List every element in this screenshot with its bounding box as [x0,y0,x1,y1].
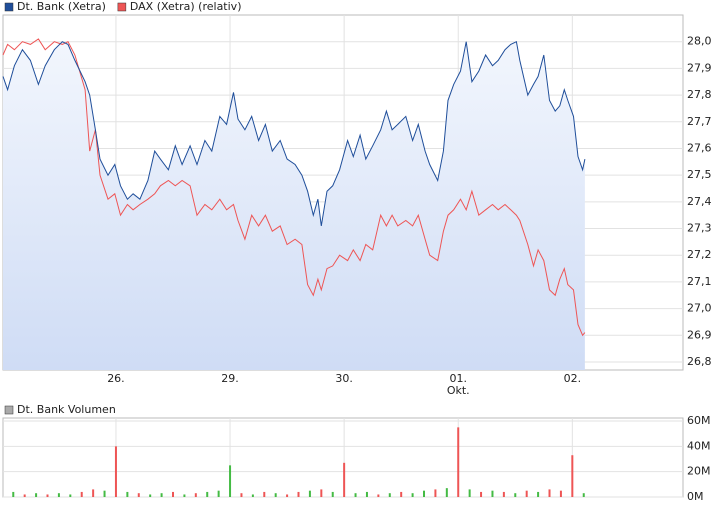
y-tick-label: 27,5 [687,168,712,181]
x-tick-label: 02. [564,372,582,385]
y-tick-label: 27,0 [687,302,712,315]
bar [92,489,95,497]
bar [365,491,368,497]
bar [445,488,448,497]
x-tick-label: 29. [221,372,239,385]
bar [251,494,254,497]
bar [126,491,129,497]
bar [411,493,414,497]
bar [274,493,277,497]
bar [12,491,15,497]
line [2,40,586,226]
bar [194,493,197,497]
y-tick-label: 28,0 [687,35,712,48]
y-tick-label: 27,7 [687,115,712,128]
bar [502,491,505,497]
bar [480,491,483,497]
legend-label: DAX (Xetra) (relativ) [130,0,242,13]
x-tick-label: 26. [107,372,125,385]
bar [46,494,49,497]
bar [582,493,585,497]
area-fill [3,41,585,370]
bar [183,494,186,497]
y-tick-label: 26,9 [687,328,712,341]
bar [343,462,346,497]
bar [388,493,391,497]
bar [229,465,232,497]
line [2,38,586,337]
bar [548,489,551,497]
bar [160,493,163,497]
bar [240,493,243,497]
y-tick-label: 27,1 [687,275,712,288]
bar [491,490,494,497]
bar [434,489,437,497]
plot-area [2,417,684,498]
bar [297,491,300,497]
legend-swatch [117,2,127,12]
y-tick-label: 27,9 [687,61,712,74]
bar [103,490,106,497]
bar [172,491,174,497]
legend-label: Dt. Bank Volumen [17,403,116,416]
bar [35,493,38,497]
y-tick-label: 20M [687,465,711,478]
bar [571,455,574,497]
y-tick-label: 27,4 [687,195,712,208]
bar [514,493,517,497]
bar [69,494,72,497]
bar [400,491,403,497]
bar [331,491,334,497]
bar [354,493,357,497]
bar [559,490,562,497]
bar [263,491,266,497]
bar [308,490,311,497]
y-tick-label: 26,8 [687,355,712,368]
bar [137,493,140,497]
x-tick-label: 01. [449,372,467,385]
bar [57,493,60,497]
bar [114,446,117,497]
y-tick-label: 27,8 [687,88,712,101]
bar [217,490,220,497]
legend-label: Dt. Bank (Xetra) [17,0,106,13]
bar [206,491,209,497]
bar [286,494,289,497]
legend-swatch [4,2,14,12]
bar [23,494,26,497]
x-tick-label: 30. [335,372,353,385]
bar [320,489,323,497]
bar [149,494,152,497]
y-tick-label: 0M [687,490,704,503]
bar [525,490,528,497]
bar [377,494,380,497]
y-tick-label: 27,6 [687,141,712,154]
x-month-label: Okt. [447,384,470,397]
y-tick-label: 27,3 [687,222,712,235]
legend-swatch [4,405,14,415]
y-tick-label: 40M [687,439,711,452]
bar [457,427,460,497]
y-tick-label: 27,2 [687,248,712,261]
bar [537,491,540,497]
bar [423,490,426,497]
y-tick-label: 60M [687,414,711,427]
bar [468,489,471,497]
bar [80,491,83,497]
